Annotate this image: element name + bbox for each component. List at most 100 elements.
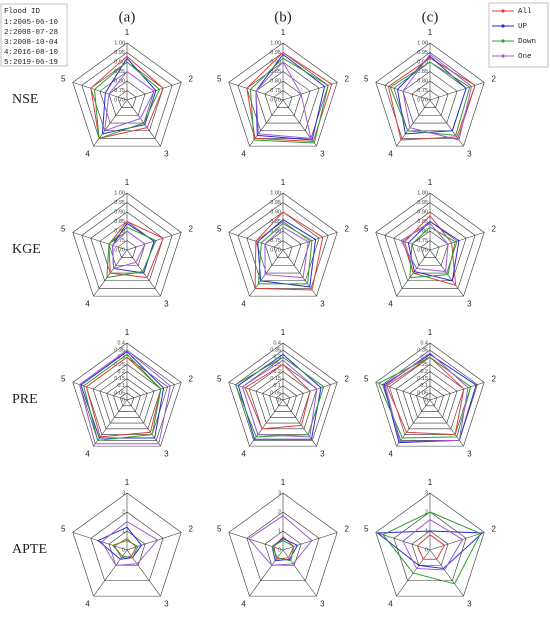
grid-ring <box>72 192 182 297</box>
series-polygon <box>255 61 312 139</box>
flood-id-box <box>0 3 68 67</box>
grid-ring <box>90 211 164 282</box>
spoke <box>375 232 431 251</box>
r-tick-label: 0.85 <box>114 69 125 75</box>
category-label: 3 <box>164 599 169 608</box>
category-label: 2 <box>491 374 496 383</box>
series-polygon <box>104 70 155 132</box>
grid-ring <box>113 385 141 412</box>
grid-ring <box>72 42 182 147</box>
series-polygon <box>400 222 449 273</box>
spoke <box>429 99 464 147</box>
category-label: 3 <box>164 449 169 458</box>
series-polygon <box>386 356 465 436</box>
grid-ring <box>411 80 449 116</box>
spoke <box>72 382 128 401</box>
category-label: 1 <box>125 478 130 487</box>
category-label: 4 <box>241 299 246 308</box>
grid-ring <box>237 202 329 289</box>
grid-ring <box>269 385 297 412</box>
category-label: 4 <box>241 449 246 458</box>
column-label: (a) <box>119 9 136 25</box>
grid-ring <box>81 202 173 289</box>
grid-ring <box>375 492 485 597</box>
category-label: 4 <box>241 599 246 608</box>
r-tick-label: 0 <box>278 397 281 403</box>
r-tick-label: 0.70 <box>114 97 125 103</box>
grid-ring <box>228 492 338 597</box>
grid-ring <box>90 61 164 132</box>
series-polygon <box>409 226 456 279</box>
category-label: 3 <box>467 449 472 458</box>
legend-marker <box>501 24 505 28</box>
series-polygon <box>83 353 162 441</box>
r-tick-label: 0 <box>278 547 281 553</box>
series-polygon <box>377 356 472 439</box>
series-polygon <box>382 511 482 585</box>
grid-ring <box>119 392 135 407</box>
category-label: 2 <box>344 374 349 383</box>
r-tick-label: 0.4 <box>117 340 125 346</box>
r-tick-label: 0.25 <box>114 362 125 368</box>
r-tick-label: 3 <box>278 490 281 496</box>
grid-ring <box>393 511 467 582</box>
r-tick-label: 0.1 <box>273 383 281 389</box>
spoke <box>396 99 431 147</box>
row-label: NSE <box>12 92 38 107</box>
r-tick-label: 0.85 <box>270 69 281 75</box>
r-tick-label: 0 <box>122 397 125 403</box>
series-polygon <box>257 222 313 285</box>
grid-ring <box>117 90 137 108</box>
category-label: 5 <box>217 74 222 83</box>
r-tick-label: 0.80 <box>417 78 428 84</box>
r-tick-label: 0 <box>425 397 428 403</box>
grid-ring <box>416 385 444 412</box>
r-tick-label: 0.85 <box>270 219 281 225</box>
category-label: 1 <box>125 328 130 337</box>
series-polygon <box>387 57 476 141</box>
spoke <box>72 232 128 251</box>
r-tick-label: 1.00 <box>114 190 125 196</box>
series-polygon <box>111 539 139 559</box>
category-label: 3 <box>320 449 325 458</box>
grid-ring <box>246 511 320 582</box>
series-polygon <box>271 539 295 562</box>
spoke <box>282 232 338 251</box>
category-label: 1 <box>281 478 286 487</box>
category-label: 1 <box>125 28 130 37</box>
category-label: 4 <box>85 299 90 308</box>
category-label: 1 <box>281 28 286 37</box>
r-tick-label: 0.3 <box>117 355 125 361</box>
grid-ring <box>90 511 164 582</box>
grid-ring <box>255 221 311 274</box>
grid-ring <box>393 211 467 282</box>
r-tick-label: 0.2 <box>420 369 428 375</box>
category-label: 3 <box>164 149 169 158</box>
grid-ring <box>409 378 451 418</box>
r-tick-label: 1 <box>122 528 125 534</box>
category-label: 5 <box>217 374 222 383</box>
r-tick-label: 0.70 <box>417 97 428 103</box>
series-polygon <box>106 226 157 279</box>
spoke <box>429 249 464 297</box>
series-polygon <box>404 215 457 287</box>
spoke <box>282 249 317 297</box>
r-tick-label: 0.35 <box>417 348 428 354</box>
grid-ring <box>375 192 485 297</box>
grid-ring <box>117 240 137 258</box>
category-label: 2 <box>344 524 349 533</box>
category-label: 3 <box>320 599 325 608</box>
category-label: 2 <box>188 224 193 233</box>
series-polygon <box>80 350 165 439</box>
grid-ring <box>375 42 485 147</box>
r-tick-label: 1.00 <box>417 40 428 46</box>
spoke <box>429 382 485 401</box>
grid-ring <box>420 90 440 108</box>
r-tick-label: 3 <box>122 490 125 496</box>
r-tick-label: 0.75 <box>417 238 428 244</box>
grid-ring <box>228 342 338 447</box>
grid-ring <box>246 211 320 282</box>
grid-ring <box>99 371 155 424</box>
r-tick-label: 0.75 <box>417 88 428 94</box>
series-polygon <box>78 349 171 445</box>
